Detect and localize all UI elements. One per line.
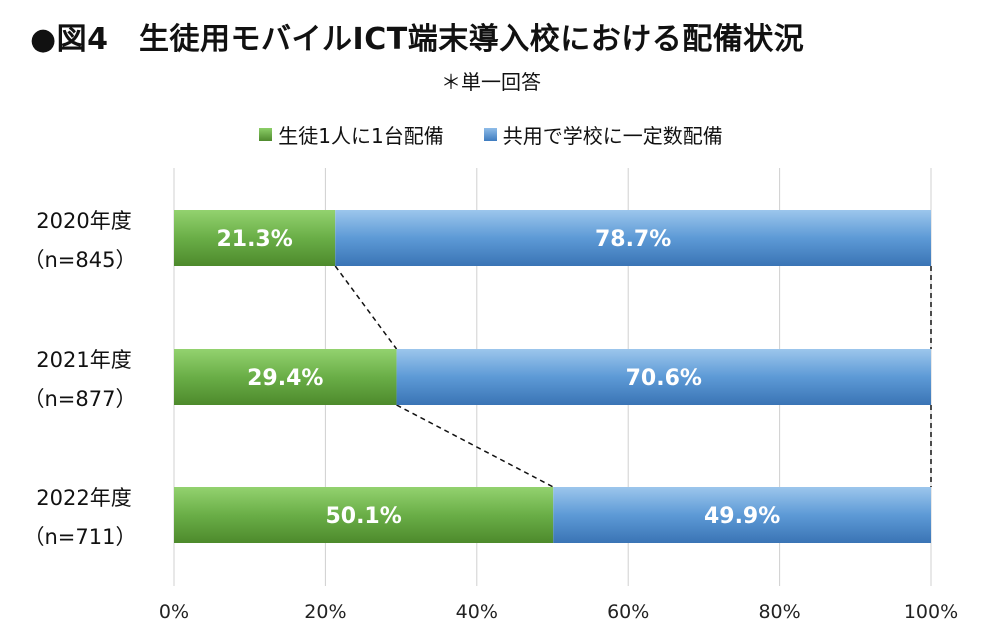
bar-segment bbox=[553, 487, 931, 543]
category-label-year: 2021年度 bbox=[36, 348, 131, 372]
data-label: 70.6% bbox=[626, 366, 702, 391]
connector-line bbox=[334, 265, 398, 350]
chart-title: ●図4 生徒用モバイルICT端末導入校における配備状況 bbox=[30, 22, 805, 57]
legend-item-series-2: 共用で学校に一定数配備 bbox=[483, 120, 723, 149]
x-tick-label: 80% bbox=[758, 601, 800, 623]
x-tick-label: 20% bbox=[304, 601, 346, 623]
x-tick-label: 100% bbox=[904, 601, 958, 623]
x-tick-label: 60% bbox=[607, 601, 649, 623]
x-tick-label: 40% bbox=[456, 601, 498, 623]
legend: 生徒1人に1台配備 共用で学校に一定数配備 bbox=[0, 120, 982, 149]
category-label-year: 2020年度 bbox=[36, 209, 131, 233]
legend-label-series-1: 生徒1人に1台配備 bbox=[278, 124, 444, 148]
category-label-n: （n=877） bbox=[24, 387, 137, 411]
data-label: 21.3% bbox=[216, 227, 292, 252]
bar-segment bbox=[396, 349, 932, 405]
bar-segment bbox=[174, 487, 554, 543]
data-label: 49.9% bbox=[704, 504, 780, 529]
data-label: 29.4% bbox=[247, 366, 323, 391]
bar-segment bbox=[335, 210, 932, 266]
category-label-year: 2022年度 bbox=[36, 486, 131, 510]
legend-swatch-series-2 bbox=[483, 128, 497, 141]
category-label-n: （n=845） bbox=[24, 248, 137, 272]
bar-segment bbox=[174, 349, 397, 405]
legend-swatch-series-1 bbox=[259, 128, 273, 141]
chart-subtitle: ＊単一回答 bbox=[441, 70, 541, 94]
bar-segment bbox=[174, 210, 336, 266]
category-label-n: （n=711） bbox=[24, 525, 137, 549]
connector-line bbox=[396, 404, 554, 488]
x-tick-label: 0% bbox=[159, 601, 189, 623]
legend-item-series-1: 生徒1人に1台配備 bbox=[259, 120, 444, 149]
data-label: 78.7% bbox=[595, 227, 671, 252]
data-label: 50.1% bbox=[325, 504, 401, 529]
legend-label-series-2: 共用で学校に一定数配備 bbox=[502, 124, 723, 148]
